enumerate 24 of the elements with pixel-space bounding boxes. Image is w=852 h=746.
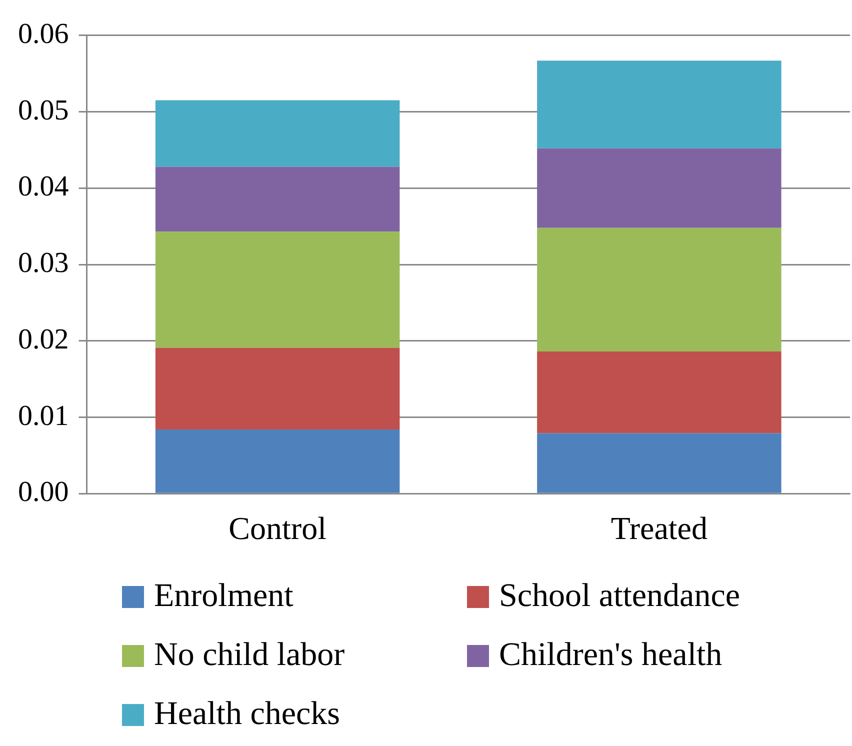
bar bbox=[155, 100, 400, 167]
legend-label: Enrolment bbox=[154, 578, 294, 615]
y-tick-label: 0.05 bbox=[18, 94, 69, 126]
bar bbox=[155, 166, 400, 232]
legend-label: School attendance bbox=[499, 578, 740, 615]
bar bbox=[155, 232, 400, 348]
y-tick-label: 0.06 bbox=[18, 18, 69, 50]
bar bbox=[537, 60, 782, 148]
bar bbox=[155, 348, 400, 430]
bar bbox=[537, 433, 782, 493]
legend-label: No child labor bbox=[154, 637, 345, 674]
y-tick-label: 0.02 bbox=[18, 323, 69, 356]
y-tick-label: 0.01 bbox=[18, 400, 69, 432]
y-tick-label: 0.00 bbox=[18, 476, 69, 508]
y-tick-label: 0.03 bbox=[18, 247, 69, 280]
bar bbox=[155, 429, 400, 493]
x-tick-label: Control bbox=[228, 510, 327, 546]
bar bbox=[537, 148, 782, 228]
legend-label: Children's health bbox=[499, 637, 722, 674]
bar bbox=[537, 228, 782, 352]
legend-label: Health checks bbox=[154, 696, 340, 733]
x-tick-label: Treated bbox=[610, 510, 708, 546]
bar bbox=[537, 352, 782, 434]
y-tick-label: 0.04 bbox=[18, 170, 70, 203]
